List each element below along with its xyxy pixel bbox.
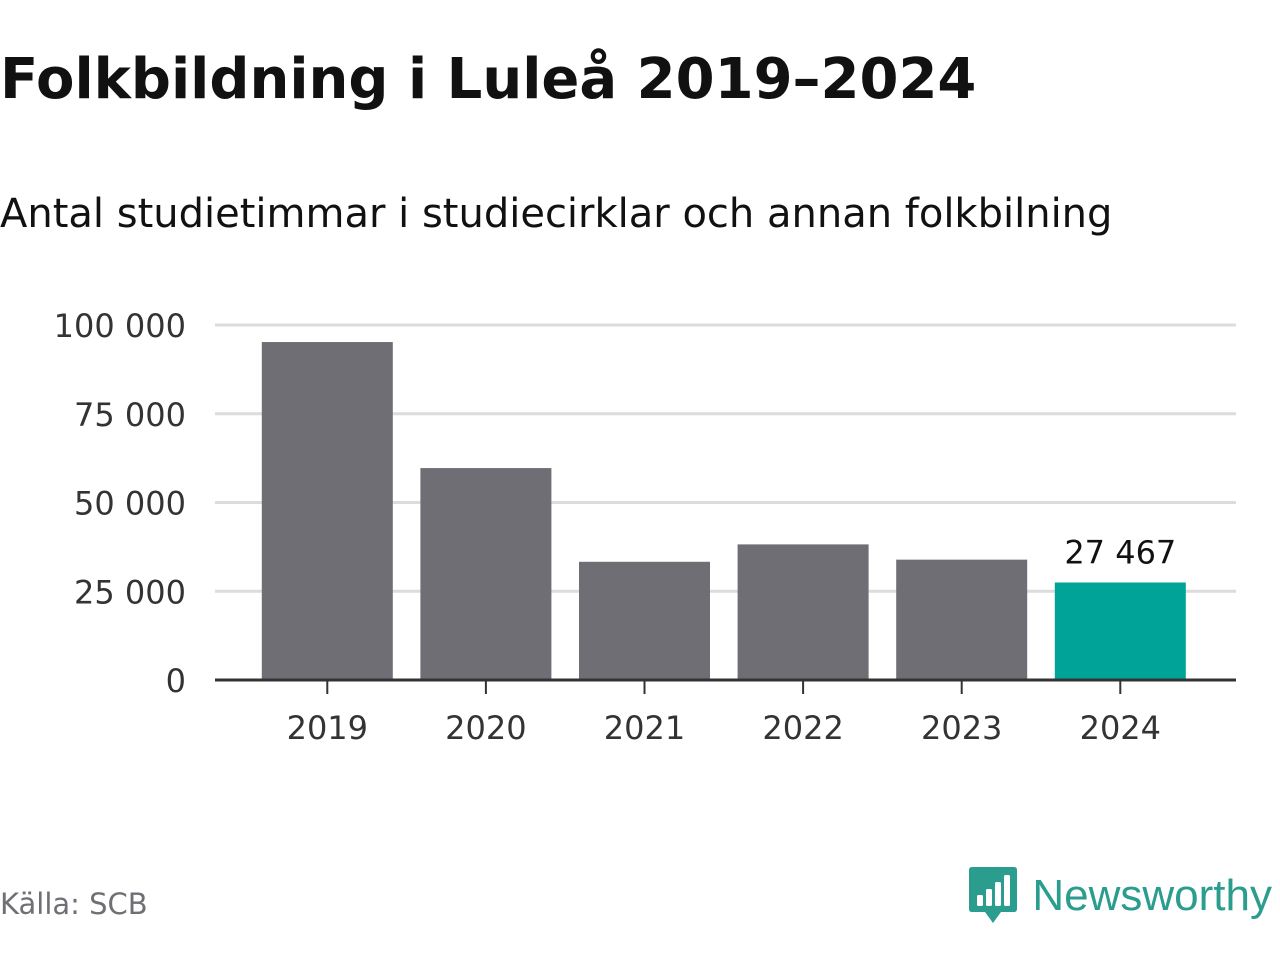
y-tick-label: 100 000 (54, 307, 186, 345)
bar-2024 (1054, 582, 1186, 680)
bar-2021 (579, 561, 710, 680)
bar-2020 (420, 468, 552, 680)
x-tick-label: 2019 (287, 709, 368, 747)
bar-2022 (737, 544, 869, 680)
chart-title: Folkbildning i Luleå 2019–2024 (0, 47, 977, 112)
x-tick-label: 2022 (762, 709, 843, 747)
bar-2023 (896, 559, 1028, 680)
x-tick-label: 2020 (445, 709, 526, 747)
y-tick-label: 75 000 (74, 396, 186, 434)
y-tick-label: 50 000 (74, 485, 186, 523)
y-tick-label: 25 000 (74, 573, 186, 611)
newsworthy-logo-icon (969, 867, 1018, 923)
brand-name: Newsworthy (1032, 871, 1272, 920)
x-tick-label: 2023 (921, 709, 1002, 747)
source-note: Källa: SCB (0, 887, 148, 921)
x-tick-label: 2021 (604, 709, 685, 747)
data-label: 27 467 (1064, 533, 1176, 571)
bar-2019 (261, 342, 393, 680)
x-tick-label: 2024 (1080, 709, 1161, 747)
brand-logo[interactable]: Newsworthy (968, 864, 1272, 928)
y-tick-label: 0 (166, 662, 186, 700)
bar-chart: 0 25 000 50 000 75 000 100 000 2019 2020 2021 20… (54, 307, 1236, 747)
chart-subtitle: Antal studietimmar i studiecirklar och a… (0, 191, 1113, 237)
